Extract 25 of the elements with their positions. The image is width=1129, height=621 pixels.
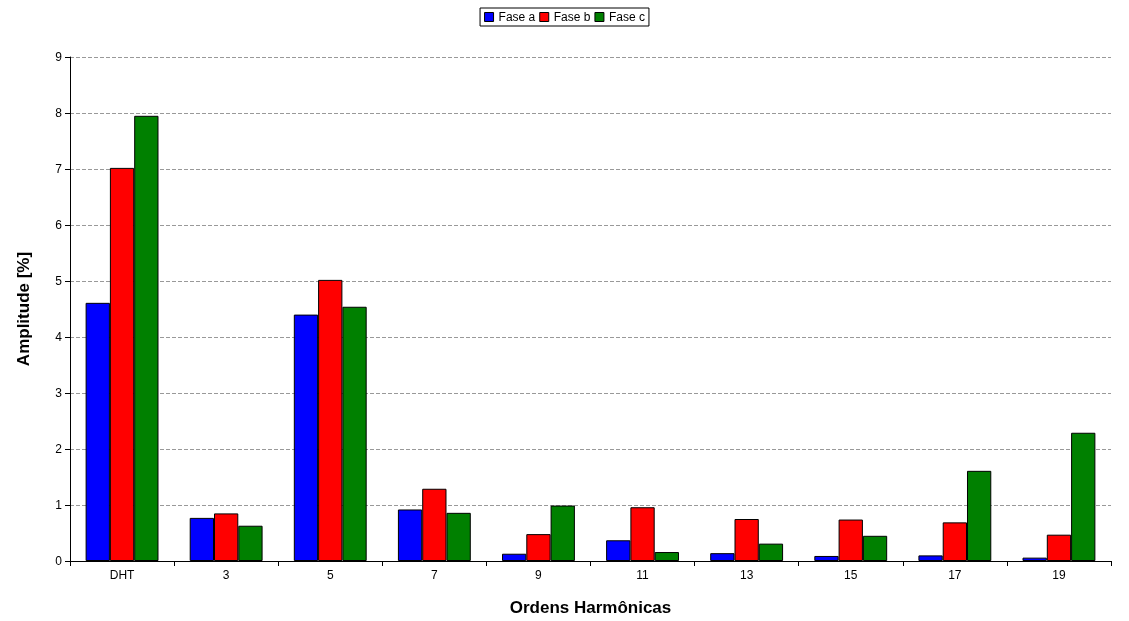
y-tick-label: 0 [55, 554, 63, 568]
x-tick-label: 13 [739, 568, 754, 582]
x-tick-label: 11 [636, 568, 650, 582]
x-tick-label: 3 [222, 568, 230, 582]
x-tick-label: 19 [1052, 568, 1066, 582]
x-tick-label: 17 [948, 568, 962, 582]
x-tick-label: DHT [109, 568, 136, 582]
y-axis-title: Amplitude [%] [14, 251, 33, 367]
y-tick-label: 6 [55, 218, 63, 232]
y-tick-label: 5 [55, 274, 63, 288]
y-tick-label: 4 [55, 330, 63, 344]
legend-label: Fase a [498, 10, 536, 24]
y-tick-label: 8 [55, 106, 63, 120]
legend-label: Fase c [608, 10, 645, 24]
y-tick-label: 3 [55, 386, 63, 400]
x-tick-label: 9 [535, 568, 543, 582]
x-tick-label: 15 [844, 568, 858, 582]
y-tick-label: 2 [55, 442, 63, 456]
legend-label: Fase b [553, 10, 591, 24]
y-tick-label: 9 [55, 50, 63, 64]
x-axis-title: Ordens Harmônicas [509, 598, 672, 617]
x-tick-label: 5 [326, 568, 334, 582]
y-tick-label: 7 [55, 162, 63, 176]
x-tick-label: 7 [431, 568, 439, 582]
y-tick-label: 1 [55, 498, 63, 512]
